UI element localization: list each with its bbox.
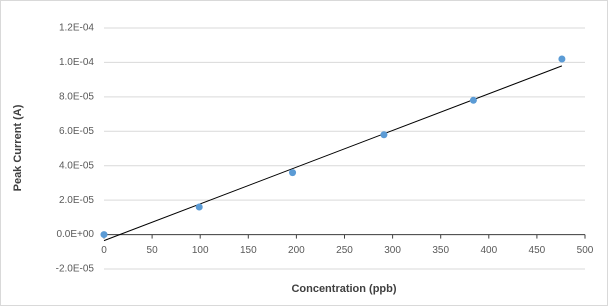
y-tick-label: 6.0E-05	[59, 126, 94, 137]
y-tick-label: 1.0E-04	[59, 57, 94, 68]
x-tick-label: 450	[529, 245, 546, 256]
y-tick-label: 0.0E+00	[56, 229, 94, 240]
y-tick-label: 2.0E-05	[59, 195, 94, 206]
y-tick-label: -2.0E-05	[56, 264, 95, 275]
x-tick-label: 200	[288, 245, 305, 256]
trendline	[103, 65, 563, 242]
data-point	[558, 55, 566, 63]
x-tick-label: 500	[577, 245, 594, 256]
x-axis-title: Concentration (ppb)	[291, 283, 396, 295]
data-point	[380, 131, 388, 139]
data-point	[469, 96, 477, 104]
data-point	[195, 203, 203, 211]
x-tick-label: 150	[240, 245, 257, 256]
x-tick-label: 0	[101, 245, 107, 256]
x-tick-label: 350	[432, 245, 449, 256]
x-tick-label: 400	[480, 245, 497, 256]
y-tick-label: 1.2E-04	[59, 23, 94, 34]
y-tick-label: 8.0E-05	[59, 91, 94, 102]
x-tick-label: 50	[147, 245, 159, 256]
x-tick-label: 250	[336, 245, 353, 256]
data-point	[100, 231, 108, 239]
y-axis-title: Peak Current (A)	[12, 104, 24, 191]
data-point	[289, 169, 297, 177]
y-tick-label: 4.0E-05	[59, 160, 94, 171]
x-tick-label: 100	[192, 245, 209, 256]
x-tick-label: 300	[384, 245, 401, 256]
